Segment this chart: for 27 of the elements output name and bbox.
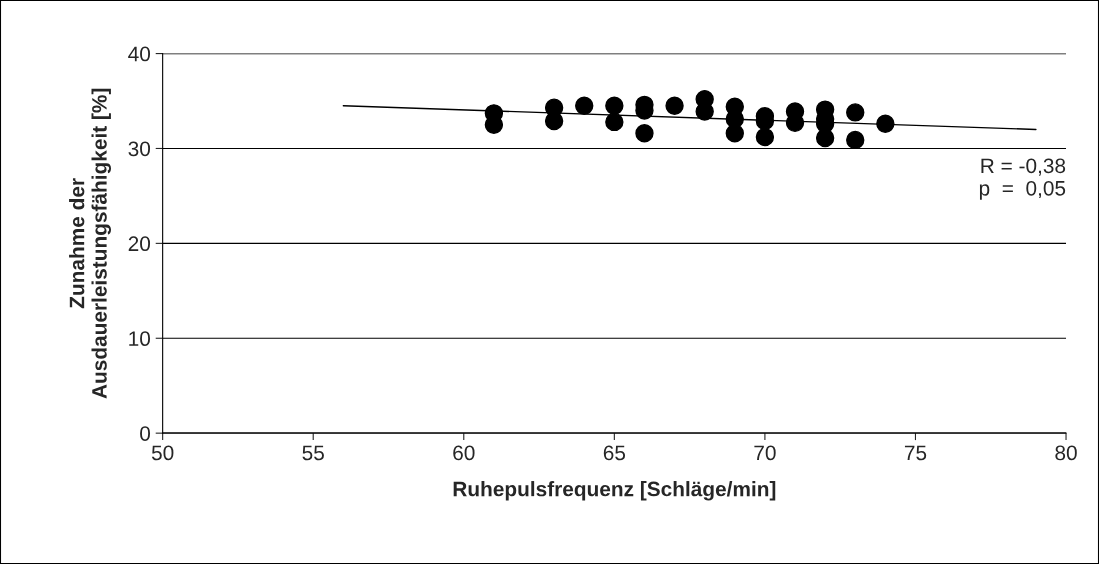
- x-tick-label: 50: [151, 445, 174, 461]
- x-tick-label: 65: [603, 445, 626, 461]
- x-tick-label: 55: [302, 445, 324, 461]
- point: [635, 124, 654, 143]
- y-tick-label: 0: [140, 426, 151, 441]
- point: [665, 96, 684, 115]
- x-tick-label: 80: [1055, 445, 1077, 461]
- annotation: R = -0,38 p = 0,05: [979, 158, 1066, 200]
- x-axis-title: Ruhepulsfrequenz [Schläge/min]: [453, 481, 776, 501]
- y-tick-label: 30: [128, 141, 151, 157]
- y-tick-label: 40: [128, 46, 151, 62]
- point: [605, 112, 624, 132]
- y-tick-label: 20: [128, 236, 151, 252]
- point: [876, 114, 895, 133]
- point: [846, 130, 865, 150]
- point: [544, 111, 564, 131]
- point: [725, 124, 744, 143]
- point: [846, 103, 865, 122]
- x-tick-label: 60: [453, 445, 475, 461]
- point: [605, 96, 624, 115]
- point: [755, 127, 775, 147]
- y-axis-title: Zunahme der Ausdauerleistungsfähigkeit [%]: [69, 88, 112, 399]
- point: [815, 128, 835, 148]
- x-tick-label: 70: [754, 445, 776, 461]
- x-tick-label: 75: [904, 445, 927, 461]
- point: [575, 96, 594, 115]
- y-tick-label: 10: [129, 331, 151, 347]
